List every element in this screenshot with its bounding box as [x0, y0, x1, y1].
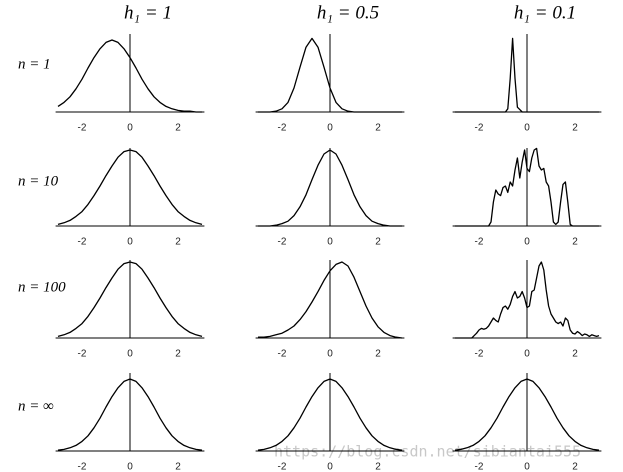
- density-curve: [258, 149, 402, 227]
- density-curve: [57, 378, 203, 451]
- x-tick-label: 2: [175, 123, 181, 134]
- density-curve: [57, 149, 203, 226]
- x-tick-label: 0: [524, 123, 530, 134]
- x-tick-label: 0: [127, 349, 133, 360]
- row-label: n = 1: [18, 56, 51, 72]
- x-tick-label: -2: [78, 237, 87, 248]
- column-title: h₁ = 1: [124, 2, 172, 23]
- x-tick-label: -2: [278, 349, 287, 360]
- x-tick-label: 0: [127, 462, 133, 472]
- x-tick-label: 0: [524, 349, 530, 360]
- density-curve: [455, 37, 599, 113]
- x-tick-label: 2: [375, 349, 381, 360]
- x-tick-label: -2: [278, 123, 287, 134]
- row-label: n = 100: [18, 279, 66, 295]
- x-tick-label: 0: [524, 462, 530, 472]
- x-tick-label: 0: [127, 237, 133, 248]
- x-tick-label: 2: [572, 237, 578, 248]
- x-tick-label: 0: [327, 123, 333, 134]
- x-tick-label: -2: [278, 237, 287, 248]
- x-tick-label: 2: [375, 123, 381, 134]
- watermark: https://blog.csdn.net/sibiantai555: [274, 443, 581, 461]
- x-tick-label: -2: [475, 123, 484, 134]
- density-curve: [258, 37, 402, 113]
- x-tick-label: 2: [572, 462, 578, 472]
- x-tick-label: 0: [524, 237, 530, 248]
- x-tick-label: 2: [375, 237, 381, 248]
- x-tick-label: 0: [327, 462, 333, 472]
- density-curve: [57, 261, 203, 338]
- x-tick-label: 2: [375, 462, 381, 472]
- density-curve: [257, 378, 403, 451]
- x-tick-label: -2: [78, 349, 87, 360]
- x-tick-label: -2: [475, 462, 484, 472]
- density-curve: [455, 147, 599, 227]
- row-label: n = 10: [18, 173, 59, 189]
- x-tick-label: 0: [327, 237, 333, 248]
- x-tick-label: -2: [78, 462, 87, 472]
- x-tick-label: 0: [127, 123, 133, 134]
- x-tick-label: 2: [175, 349, 181, 360]
- x-tick-label: -2: [78, 123, 87, 134]
- density-curve: [455, 261, 600, 339]
- x-tick-label: 2: [572, 123, 578, 134]
- x-tick-label: 2: [572, 349, 578, 360]
- density-curve: [454, 378, 600, 451]
- x-tick-label: -2: [475, 349, 484, 360]
- x-tick-label: -2: [278, 462, 287, 472]
- x-tick-label: 2: [175, 462, 181, 472]
- density-curve: [258, 261, 403, 339]
- x-tick-label: 2: [175, 237, 181, 248]
- density-curve: [57, 39, 202, 113]
- column-title: h₁ = 0.5: [317, 2, 379, 23]
- column-title: h₁ = 0.1: [514, 2, 576, 23]
- x-tick-label: -2: [475, 237, 484, 248]
- x-tick-label: 0: [327, 349, 333, 360]
- row-label: n = ∞: [18, 398, 54, 414]
